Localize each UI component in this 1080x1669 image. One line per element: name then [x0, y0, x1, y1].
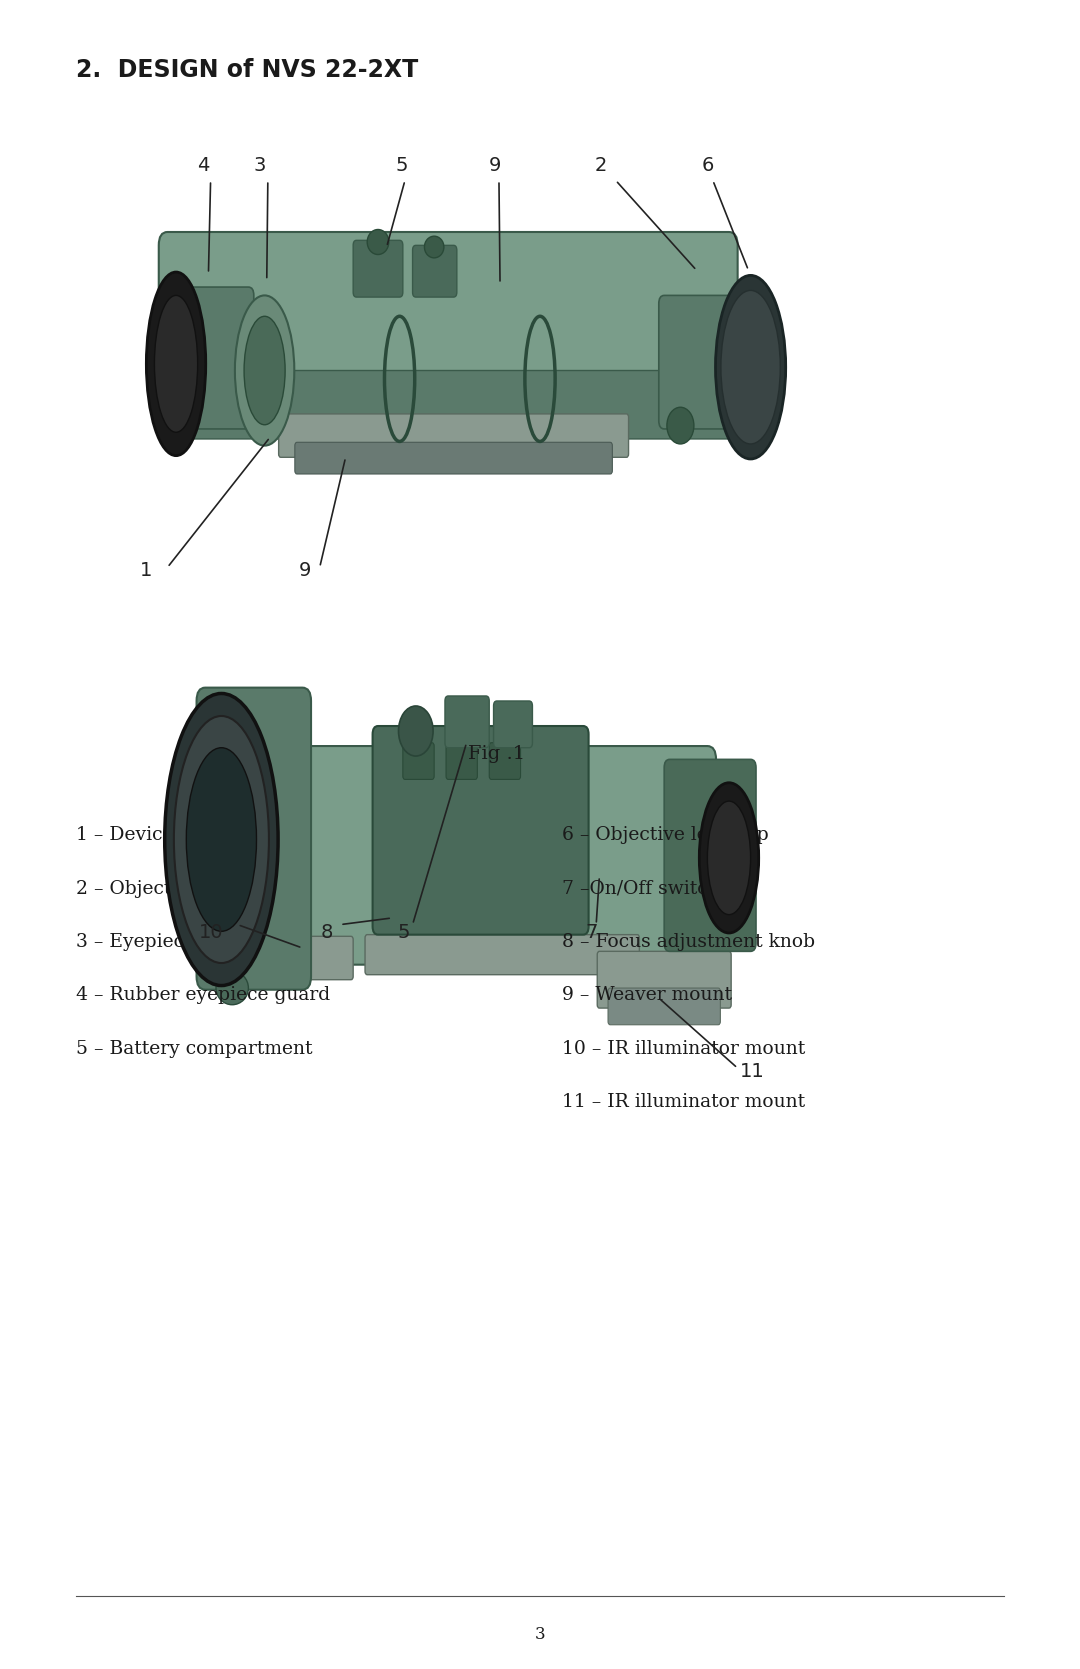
FancyBboxPatch shape	[413, 245, 457, 297]
FancyBboxPatch shape	[365, 935, 639, 975]
Text: 8 – Focus adjustment knob: 8 – Focus adjustment knob	[562, 933, 814, 951]
Ellipse shape	[424, 237, 444, 259]
Ellipse shape	[186, 748, 257, 931]
Text: 2: 2	[594, 157, 607, 175]
Ellipse shape	[399, 706, 433, 756]
FancyBboxPatch shape	[279, 414, 629, 457]
Text: 1: 1	[139, 561, 152, 581]
Text: 1 – Device body: 1 – Device body	[76, 826, 225, 845]
Text: 2 – Objective lens: 2 – Objective lens	[76, 880, 243, 898]
FancyBboxPatch shape	[597, 951, 731, 1008]
Text: 9 – Weaver mount: 9 – Weaver mount	[562, 986, 731, 1005]
FancyBboxPatch shape	[353, 240, 403, 297]
Text: 10: 10	[200, 923, 224, 941]
Text: 4 – Rubber eyepiece guard: 4 – Rubber eyepiece guard	[76, 986, 329, 1005]
Text: 5: 5	[395, 157, 408, 175]
FancyBboxPatch shape	[159, 232, 738, 409]
Text: 9: 9	[488, 157, 501, 175]
Ellipse shape	[147, 272, 205, 456]
Text: 7 –On/Off switch: 7 –On/Off switch	[562, 880, 719, 898]
Text: 4: 4	[197, 157, 210, 175]
Ellipse shape	[700, 783, 759, 933]
Ellipse shape	[720, 290, 780, 444]
Ellipse shape	[164, 694, 278, 985]
FancyBboxPatch shape	[489, 743, 521, 779]
Text: 2.  DESIGN of NVS 22-2XT: 2. DESIGN of NVS 22-2XT	[76, 58, 418, 82]
FancyBboxPatch shape	[446, 743, 477, 779]
Text: 10 – IR illuminator mount: 10 – IR illuminator mount	[562, 1040, 805, 1058]
FancyBboxPatch shape	[494, 701, 532, 748]
FancyBboxPatch shape	[403, 743, 434, 779]
FancyBboxPatch shape	[373, 726, 589, 935]
FancyBboxPatch shape	[284, 936, 353, 980]
Ellipse shape	[174, 716, 269, 963]
Text: 5: 5	[397, 923, 410, 941]
Text: 6 – Objective lens cap: 6 – Objective lens cap	[562, 826, 768, 845]
Ellipse shape	[367, 230, 389, 255]
Text: Fig .1: Fig .1	[469, 746, 525, 763]
FancyBboxPatch shape	[197, 688, 311, 990]
Text: 3 – Eyepiece: 3 – Eyepiece	[76, 933, 194, 951]
Text: 5 – Battery compartment: 5 – Battery compartment	[76, 1040, 312, 1058]
Ellipse shape	[235, 295, 294, 446]
Text: 8: 8	[321, 923, 334, 941]
FancyBboxPatch shape	[608, 988, 720, 1025]
FancyBboxPatch shape	[445, 696, 489, 748]
FancyBboxPatch shape	[162, 287, 254, 429]
Ellipse shape	[216, 971, 248, 1005]
Ellipse shape	[154, 295, 198, 432]
Text: 7: 7	[585, 923, 598, 941]
Ellipse shape	[244, 317, 285, 426]
FancyBboxPatch shape	[164, 371, 732, 439]
Ellipse shape	[667, 407, 693, 444]
Text: 6: 6	[701, 157, 714, 175]
FancyBboxPatch shape	[267, 746, 716, 965]
Text: 3: 3	[253, 157, 266, 175]
FancyBboxPatch shape	[664, 759, 756, 951]
FancyBboxPatch shape	[295, 442, 612, 474]
FancyBboxPatch shape	[659, 295, 772, 429]
Text: 11: 11	[740, 1061, 765, 1082]
Ellipse shape	[707, 801, 751, 915]
Text: 3: 3	[535, 1626, 545, 1642]
Text: 11 – IR illuminator mount: 11 – IR illuminator mount	[562, 1093, 805, 1112]
Text: 9: 9	[298, 561, 311, 581]
Ellipse shape	[715, 275, 785, 459]
